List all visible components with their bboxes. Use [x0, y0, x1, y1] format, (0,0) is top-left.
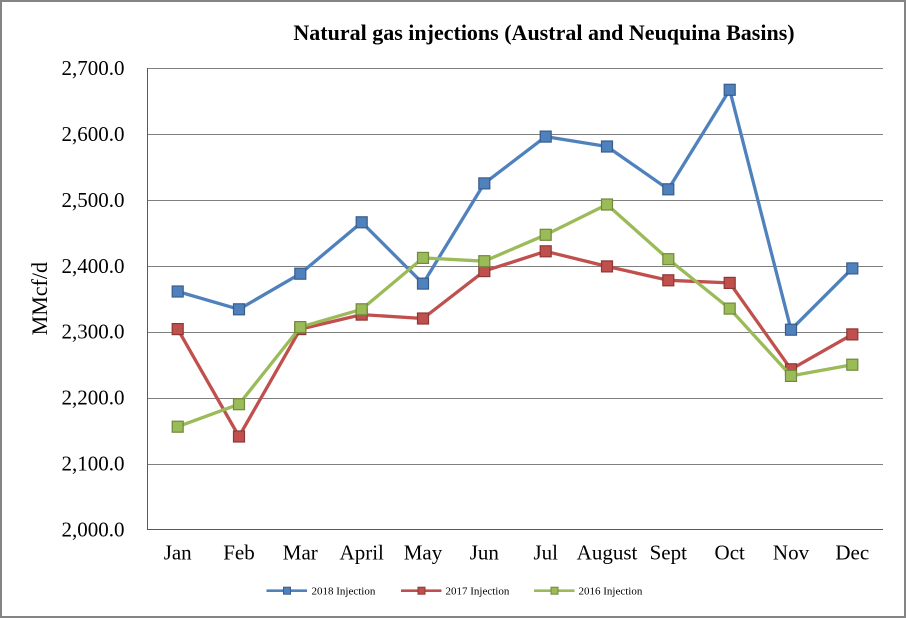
- svg-text:2,200.0: 2,200.0: [62, 386, 125, 410]
- svg-text:Dec: Dec: [835, 541, 869, 565]
- svg-text:MMcf/d: MMcf/d: [27, 262, 52, 335]
- svg-text:Sept: Sept: [650, 541, 688, 565]
- svg-text:2,000.0: 2,000.0: [62, 518, 125, 542]
- svg-text:May: May: [404, 541, 443, 565]
- svg-text:2,600.0: 2,600.0: [62, 122, 125, 146]
- svg-text:2,700.0: 2,700.0: [62, 56, 125, 80]
- svg-text:Feb: Feb: [223, 541, 255, 565]
- svg-text:Jun: Jun: [470, 541, 500, 565]
- svg-text:2,300.0: 2,300.0: [62, 320, 125, 344]
- svg-text:Oct: Oct: [715, 541, 745, 565]
- svg-text:2,100.0: 2,100.0: [62, 452, 125, 476]
- svg-text:2,400.0: 2,400.0: [62, 254, 125, 278]
- svg-text:2,500.0: 2,500.0: [62, 188, 125, 212]
- svg-text:2018 Injection: 2018 Injection: [312, 586, 376, 598]
- svg-text:August: August: [577, 541, 638, 565]
- svg-text:Jul: Jul: [533, 541, 558, 565]
- svg-text:Jan: Jan: [164, 541, 192, 565]
- svg-text:Nov: Nov: [773, 541, 810, 565]
- svg-text:2017 Injection: 2017 Injection: [446, 586, 510, 598]
- svg-text:Natural gas injections (Austra: Natural gas injections (Austral and Neuq…: [293, 20, 794, 45]
- svg-text:Mar: Mar: [283, 541, 318, 565]
- svg-text:2016 Injection: 2016 Injection: [579, 586, 643, 598]
- svg-text:April: April: [340, 541, 384, 565]
